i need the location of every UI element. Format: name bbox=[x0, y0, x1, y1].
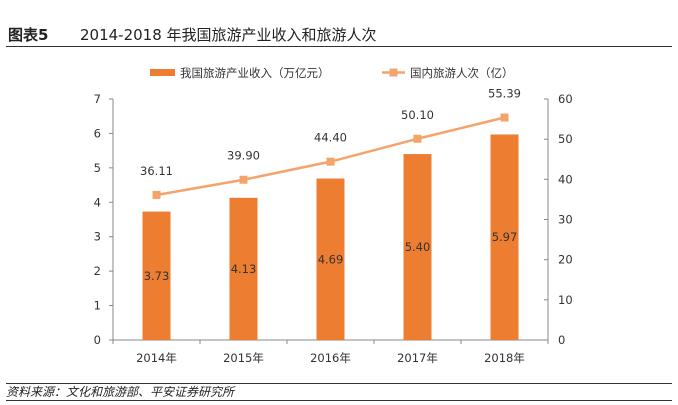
x-axis-tick-label: 2016年 bbox=[310, 351, 351, 365]
line-marker-2016年 bbox=[326, 157, 335, 166]
x-axis-tick-label: 2014年 bbox=[136, 351, 177, 365]
x-axis-tick-label: 2017年 bbox=[397, 351, 438, 365]
line-marker-2014年 bbox=[152, 190, 161, 199]
bar-data-label: 4.13 bbox=[231, 262, 257, 276]
bar-data-label: 5.40 bbox=[405, 240, 431, 254]
left-axis-tick-label: 1 bbox=[94, 299, 101, 313]
left-axis-tick-label: 5 bbox=[94, 161, 101, 175]
bar-2014年 bbox=[142, 211, 171, 340]
line-marker-2015年 bbox=[239, 175, 248, 184]
left-axis-tick-label: 3 bbox=[94, 230, 101, 244]
right-axis-tick-label: 10 bbox=[558, 293, 573, 307]
bar-2016年 bbox=[316, 178, 345, 340]
line-data-label: 36.11 bbox=[140, 164, 173, 178]
right-axis-tick-label: 30 bbox=[558, 213, 573, 227]
line-data-label: 44.40 bbox=[314, 131, 347, 145]
bar-2018年 bbox=[490, 134, 519, 340]
bar-data-label: 3.73 bbox=[144, 269, 170, 283]
left-axis-tick-label: 0 bbox=[94, 333, 101, 347]
x-axis-tick-label: 2018年 bbox=[484, 351, 525, 365]
right-axis-tick-label: 0 bbox=[558, 333, 565, 347]
chart: 0 1 2 3 4 5 6 7 0 10 20 30 40 50 60 2014年 2015年 2016年 2017… bbox=[94, 66, 573, 365]
x-axis-tick-label: 2015年 bbox=[223, 351, 264, 365]
bar-2015年 bbox=[229, 197, 258, 340]
bar-2017年 bbox=[403, 154, 432, 340]
bar-data-label: 4.69 bbox=[318, 252, 344, 266]
right-axis-tick-label: 40 bbox=[558, 172, 573, 186]
source-note: 资料来源：文化和旅游部、平安证券研究所 bbox=[6, 383, 672, 401]
line-data-label: 55.39 bbox=[488, 87, 521, 101]
figure-title: 2014-2018 年我国旅游产业收入和旅游人次 bbox=[80, 26, 377, 44]
legend-line-label: 国内旅游人次（亿） bbox=[410, 66, 514, 80]
line-marker-2018年 bbox=[500, 113, 509, 122]
left-axis-tick-label: 2 bbox=[94, 264, 101, 278]
line-marker-2017年 bbox=[413, 134, 422, 143]
legend-line-marker bbox=[389, 68, 398, 77]
line-data-label: 39.90 bbox=[227, 149, 260, 163]
legend-bar-swatch bbox=[150, 69, 175, 76]
left-axis-tick-label: 7 bbox=[94, 92, 101, 106]
line-data-label: 50.10 bbox=[401, 108, 434, 122]
title-bar: 图表5 2014-2018 年我国旅游产业收入和旅游人次 bbox=[6, 22, 672, 47]
bar-data-label: 5.97 bbox=[492, 230, 518, 244]
figure-label: 图表5 bbox=[8, 26, 49, 44]
left-axis-tick-label: 6 bbox=[94, 126, 101, 140]
left-axis-tick-label: 4 bbox=[94, 195, 101, 209]
right-axis-tick-label: 60 bbox=[558, 92, 573, 106]
right-axis-tick-label: 20 bbox=[558, 253, 573, 267]
right-axis-tick-label: 50 bbox=[558, 132, 573, 146]
legend-bar-label: 我国旅游产业收入（万亿元） bbox=[180, 66, 330, 80]
